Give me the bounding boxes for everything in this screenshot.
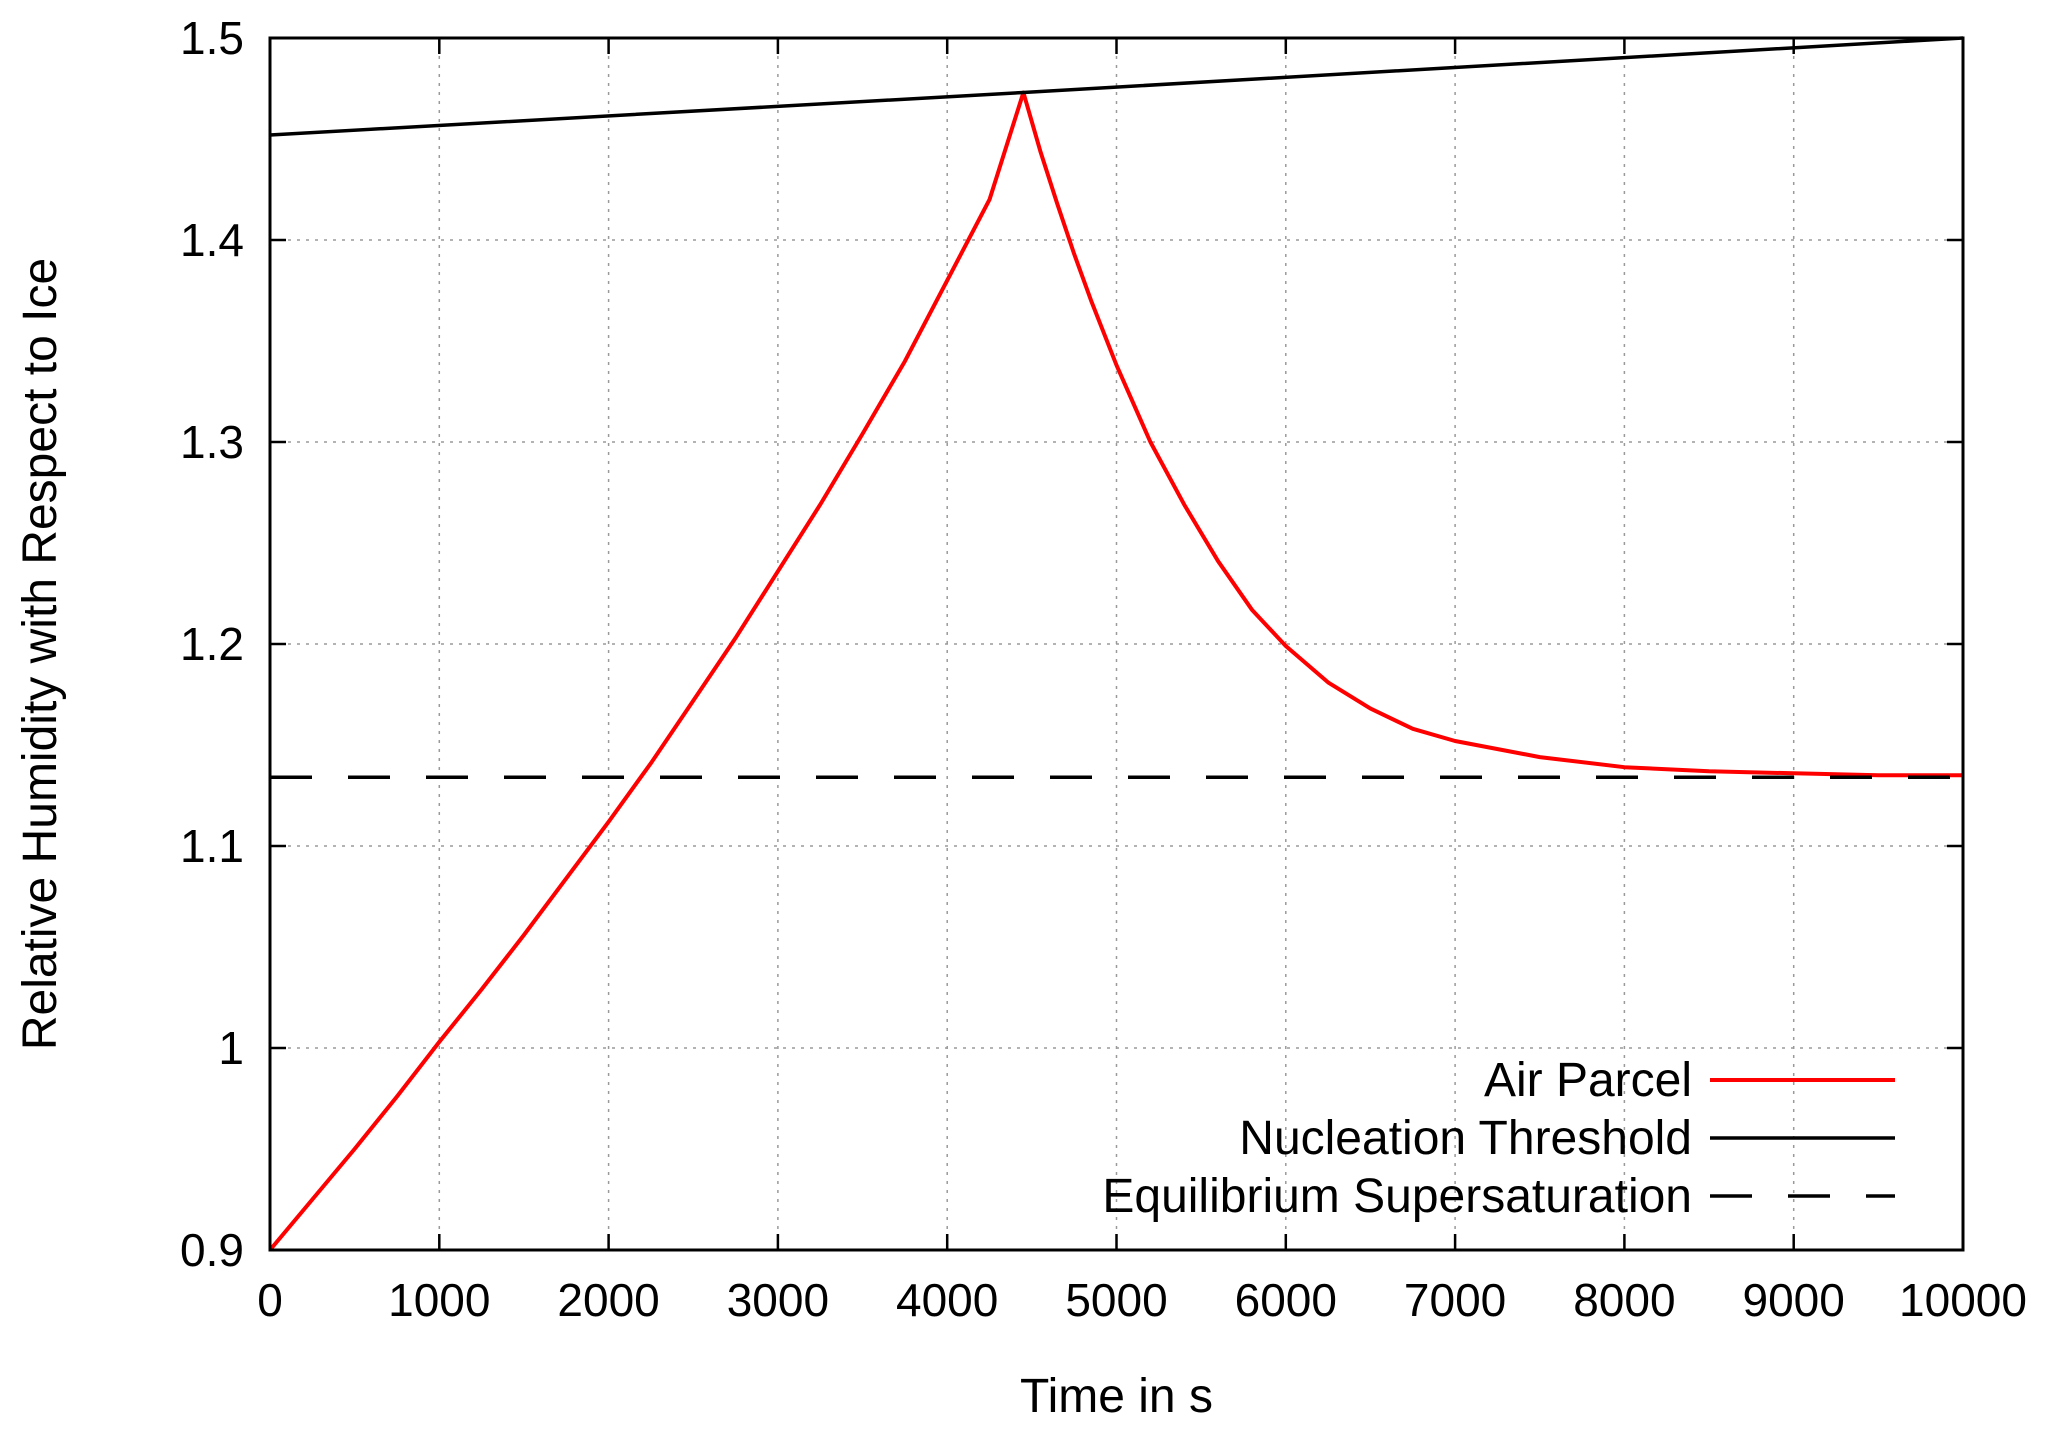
legend-label-equilibrium-supersaturation: Equilibrium Supersaturation xyxy=(1102,1170,1692,1223)
x-tick-label: 5000 xyxy=(1065,1274,1167,1326)
y-tick-label: 1.2 xyxy=(180,618,244,670)
x-tick-label: 1000 xyxy=(388,1274,490,1326)
x-tick-label: 6000 xyxy=(1235,1274,1337,1326)
series-layer xyxy=(268,36,1964,1252)
y-axis-label: Relative Humidity with Respect to Ice xyxy=(14,258,67,1050)
y-tick-label: 1.3 xyxy=(180,416,244,468)
series-air-parcel xyxy=(268,90,1963,1252)
y-tick-label: 1.1 xyxy=(180,820,244,872)
y-tick-label: 1.5 xyxy=(180,12,244,64)
x-tick-label: 8000 xyxy=(1573,1274,1675,1326)
x-tick-label: 10000 xyxy=(1899,1274,2027,1326)
legend-label-air-parcel: Air Parcel xyxy=(1484,1054,1692,1107)
legend-label-nucleation-threshold: Nucleation Threshold xyxy=(1239,1112,1692,1165)
x-tick-label: 3000 xyxy=(727,1274,829,1326)
x-tick-label: 7000 xyxy=(1404,1274,1506,1326)
y-tick-label: 0.9 xyxy=(180,1224,244,1276)
y-tick-label: 1.4 xyxy=(180,214,244,266)
x-tick-label: 4000 xyxy=(896,1274,998,1326)
x-tick-labels: 0 1000 2000 3000 4000 5000 6000 7000 8000 9000 100… xyxy=(257,1274,2027,1326)
x-tick-label: 0 xyxy=(257,1274,283,1326)
axis-ticks xyxy=(268,36,1965,1252)
x-axis-label: Time in s xyxy=(1020,1370,1213,1423)
y-tick-labels: 0.9 1 1.1 1.2 1.3 1.4 1.5 xyxy=(180,12,244,1276)
x-tick-label: 2000 xyxy=(557,1274,659,1326)
series-nucleation-threshold xyxy=(269,36,1964,137)
y-tick-label: 1 xyxy=(218,1022,244,1074)
grid xyxy=(270,38,1963,1250)
x-tick-label: 9000 xyxy=(1743,1274,1845,1326)
